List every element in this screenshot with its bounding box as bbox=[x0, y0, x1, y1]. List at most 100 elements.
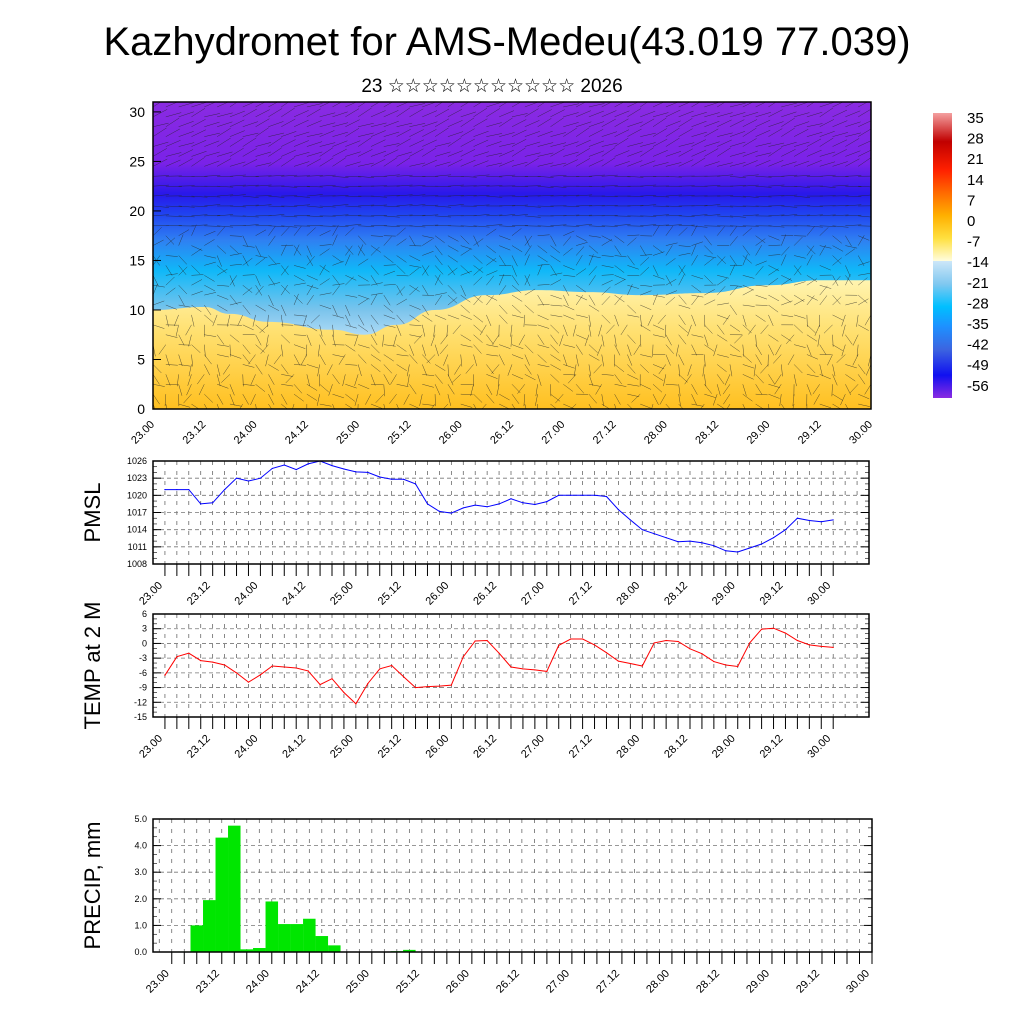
x-tick-label: 28.00 bbox=[642, 419, 670, 447]
data-point bbox=[319, 684, 320, 685]
wind-barb bbox=[692, 92, 707, 97]
y-tick-label: 0 bbox=[142, 638, 147, 648]
x-tick-label: 26.12 bbox=[471, 733, 499, 761]
x-tick-label: 29.12 bbox=[794, 968, 822, 996]
x-tick-label: 25.00 bbox=[334, 419, 362, 447]
x-tick-label: 28.12 bbox=[662, 733, 690, 761]
x-tick-label: 26.12 bbox=[471, 580, 499, 608]
data-point bbox=[606, 496, 607, 497]
y-tick-label: 1017 bbox=[127, 508, 147, 518]
colorbar-label: -49 bbox=[967, 357, 989, 374]
wind-barb bbox=[704, 89, 718, 97]
x-tick-label: 29.00 bbox=[710, 580, 738, 608]
x-tick-label: 27.00 bbox=[519, 580, 547, 608]
wind-barb bbox=[204, 89, 218, 97]
x-tick-label: 28.00 bbox=[614, 580, 642, 608]
data-point bbox=[224, 489, 225, 490]
figure-title: Kazhydromet for AMS-Medeu(43.019 77.039) bbox=[103, 20, 910, 64]
y-tick-label: -12 bbox=[134, 697, 147, 707]
data-point bbox=[248, 480, 249, 481]
wind-barb bbox=[871, 394, 883, 395]
data-point bbox=[689, 541, 690, 542]
colorbar-label: -56 bbox=[967, 378, 989, 395]
data-point bbox=[677, 641, 678, 642]
wind-barb bbox=[217, 90, 231, 97]
x-tick-label: 30.00 bbox=[805, 733, 833, 761]
x-tick-label: 26.12 bbox=[494, 968, 522, 996]
data-point bbox=[379, 476, 380, 477]
data-point bbox=[809, 520, 810, 521]
data-point bbox=[666, 537, 667, 538]
y-tick-label: 1020 bbox=[127, 490, 147, 500]
data-point bbox=[654, 533, 655, 534]
x-tick-label: 24.00 bbox=[233, 580, 261, 608]
wind-barb bbox=[871, 335, 883, 338]
wind-barb bbox=[871, 325, 879, 334]
data-point bbox=[498, 653, 499, 654]
precip-bar bbox=[278, 924, 291, 952]
x-tick-label: 26.00 bbox=[424, 580, 452, 608]
precip-bar bbox=[191, 925, 204, 952]
y-tick-label: 3 bbox=[142, 624, 147, 634]
y-axis-label: PRECIP, mm bbox=[80, 822, 105, 950]
wind-barb bbox=[871, 225, 887, 226]
data-point bbox=[785, 529, 786, 530]
data-point bbox=[487, 506, 488, 507]
x-tick-label: 25.12 bbox=[394, 968, 422, 996]
data-point bbox=[403, 479, 404, 480]
data-point bbox=[785, 633, 786, 634]
data-point bbox=[534, 669, 535, 670]
x-tick-label: 24.00 bbox=[232, 419, 260, 447]
wind-barb bbox=[871, 91, 886, 97]
data-point bbox=[773, 628, 774, 629]
y-tick-label: 25 bbox=[129, 153, 145, 169]
data-point bbox=[677, 541, 678, 542]
data-point bbox=[689, 648, 690, 649]
data-point bbox=[451, 685, 452, 686]
data-point bbox=[367, 683, 368, 684]
wind-barb bbox=[871, 216, 887, 217]
x-tick-label: 29.12 bbox=[758, 580, 786, 608]
data-point bbox=[666, 640, 667, 641]
wind-barb bbox=[640, 90, 654, 97]
wind-barb bbox=[858, 92, 873, 97]
precip-bar bbox=[291, 924, 304, 952]
data-point bbox=[582, 638, 583, 639]
wind-barb bbox=[294, 89, 308, 97]
wind-barb bbox=[871, 152, 886, 157]
data-point bbox=[618, 660, 619, 661]
wind-barb bbox=[871, 130, 886, 136]
x-tick-label: 25.12 bbox=[376, 733, 404, 761]
data-point bbox=[498, 503, 499, 504]
data-point bbox=[463, 656, 464, 657]
data-point bbox=[821, 521, 822, 522]
data-point bbox=[164, 489, 165, 490]
data-point bbox=[797, 518, 798, 519]
data-point bbox=[654, 642, 655, 643]
data-point bbox=[188, 489, 189, 490]
data-point bbox=[475, 640, 476, 641]
y-tick-label: 15 bbox=[129, 252, 145, 268]
data-point bbox=[379, 668, 380, 669]
data-point bbox=[355, 471, 356, 472]
y-tick-label: 1008 bbox=[127, 559, 147, 569]
data-point bbox=[439, 511, 440, 512]
y-tick-label: 4.0 bbox=[134, 841, 147, 851]
precip-bar bbox=[303, 919, 316, 952]
x-tick-label: 24.00 bbox=[233, 733, 261, 761]
wind-barb bbox=[191, 89, 205, 97]
data-point bbox=[546, 671, 547, 672]
y-tick-label: 5 bbox=[137, 351, 145, 367]
x-tick-label: 23.12 bbox=[185, 580, 213, 608]
wind-barb bbox=[230, 91, 245, 97]
data-point bbox=[761, 629, 762, 630]
data-point bbox=[236, 478, 237, 479]
y-tick-label: -3 bbox=[139, 653, 147, 663]
data-point bbox=[224, 664, 225, 665]
wind-barb bbox=[871, 158, 885, 166]
y-tick-label: 1011 bbox=[128, 542, 147, 552]
data-point bbox=[582, 495, 583, 496]
data-point bbox=[809, 644, 810, 645]
x-tick-label: 26.00 bbox=[437, 419, 465, 447]
data-point bbox=[212, 502, 213, 503]
